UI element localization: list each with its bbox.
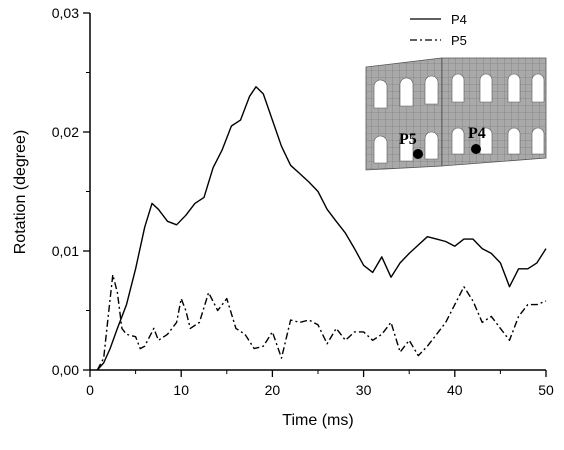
window-opening <box>479 73 493 103</box>
y-tick-label: 0,02 <box>52 124 79 140</box>
y-tick-label: 0,03 <box>52 5 79 21</box>
y-tick-label: 0,01 <box>52 243 79 259</box>
series-line-p4 <box>96 86 547 371</box>
y-ticks: 0,00 0,01 0,02 0,03 <box>52 5 90 378</box>
window-opening <box>451 127 465 155</box>
window-openings <box>373 73 545 164</box>
window-opening <box>507 127 521 155</box>
x-tick-label: 50 <box>538 382 554 398</box>
series-line-p5 <box>96 274 547 371</box>
x-tick-label: 10 <box>173 382 189 398</box>
building-model-inset: P5 P4 <box>365 57 547 171</box>
series-layer <box>96 86 547 371</box>
x-tick-label: 40 <box>447 382 463 398</box>
x-axis-title: Time (ms) <box>282 412 353 429</box>
window-opening <box>424 131 439 160</box>
window-opening <box>451 73 465 103</box>
window-opening <box>507 73 521 103</box>
x-tick-label: 30 <box>356 382 372 398</box>
window-opening <box>373 79 388 109</box>
window-opening <box>479 127 493 155</box>
inset-label-p5: P5 <box>399 131 417 148</box>
window-opening <box>531 73 545 103</box>
window-opening <box>373 135 388 164</box>
inset-label-p4: P4 <box>468 125 486 142</box>
point-marker-p4 <box>471 144 481 154</box>
x-tick-label: 20 <box>265 382 281 398</box>
window-opening <box>399 133 414 162</box>
window-opening <box>399 77 414 107</box>
window-opening <box>424 75 439 105</box>
legend: P4 P5 <box>410 12 467 48</box>
legend-label-p5: P5 <box>451 33 467 48</box>
x-tick-label: 0 <box>86 382 94 398</box>
y-tick-label: 0,00 <box>52 362 79 378</box>
window-opening <box>531 127 545 155</box>
point-marker-p5 <box>413 149 423 159</box>
x-ticks: 0 10 20 30 40 50 <box>86 370 554 398</box>
legend-label-p4: P4 <box>451 12 467 27</box>
y-axis-title: Rotation (degree) <box>12 130 29 255</box>
